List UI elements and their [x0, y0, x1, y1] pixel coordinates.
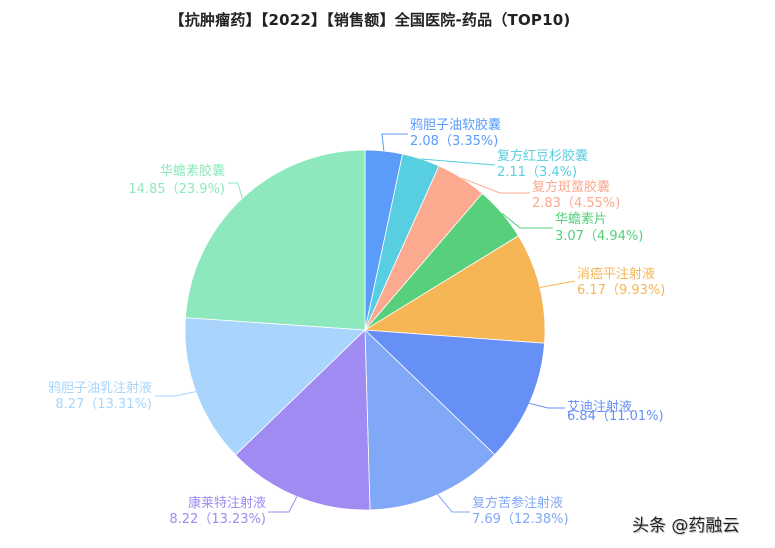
label-leader-line	[268, 496, 298, 513]
slice-value-label: 6.17（9.93%)	[577, 283, 665, 298]
label-leader-line	[155, 391, 197, 397]
slice-name-label: 艾迪注射液	[567, 399, 632, 415]
label-leader-line	[421, 158, 496, 166]
slice-name-label: 华蟾素胶囊	[160, 163, 225, 179]
pie-slice[interactable]	[363, 235, 546, 344]
slice-value-label: 8.22（13.23%)	[169, 512, 266, 527]
slice-name-label: 消癌平注射液	[577, 266, 655, 282]
label-leader-line	[529, 402, 565, 409]
slice-value-label: 2.83（4.55%)	[532, 196, 620, 211]
slice-name-label: 鸦胆子油乳注射液	[48, 380, 152, 396]
slice-name-label: 康莱特注射液	[188, 495, 266, 511]
slice-value-label: 6.84（11.01%)	[567, 409, 664, 424]
pie-slice[interactable]	[364, 329, 496, 511]
label-leader-line	[461, 177, 530, 194]
slice-value-label: 8.27（13.31%)	[55, 397, 152, 412]
label-leader-line	[539, 280, 576, 288]
pie-slice[interactable]	[185, 149, 366, 331]
label-leader-line	[381, 133, 408, 152]
slice-value-label: 2.11（3.4%)	[497, 165, 577, 180]
slice-value-label: 14.85（23.9%)	[128, 182, 225, 197]
slice-value-label: 3.07（4.94%)	[555, 229, 643, 244]
pie-slice[interactable]	[363, 329, 545, 456]
slice-value-label: 7.69（12.38%)	[472, 512, 569, 527]
label-leader-line	[228, 182, 243, 199]
slice-name-label: 鸦胆子油软胶囊	[410, 117, 501, 133]
label-leader-line	[501, 212, 553, 229]
label-leader-line	[437, 494, 470, 513]
slice-name-label: 华蟾素片	[555, 212, 607, 227]
slice-name-label: 复方红豆杉胶囊	[497, 148, 588, 164]
slice-value-label: 2.08（3.35%)	[410, 134, 498, 149]
chart-title: 【抗肿瘤药】【2022】【销售额】全国医院-药品（TOP10)	[169, 11, 571, 29]
watermark: 头条 @药融云	[632, 516, 740, 536]
slice-name-label: 复方斑蝥胶囊	[532, 179, 610, 195]
slice-name-label: 复方苦参注射液	[472, 495, 563, 511]
